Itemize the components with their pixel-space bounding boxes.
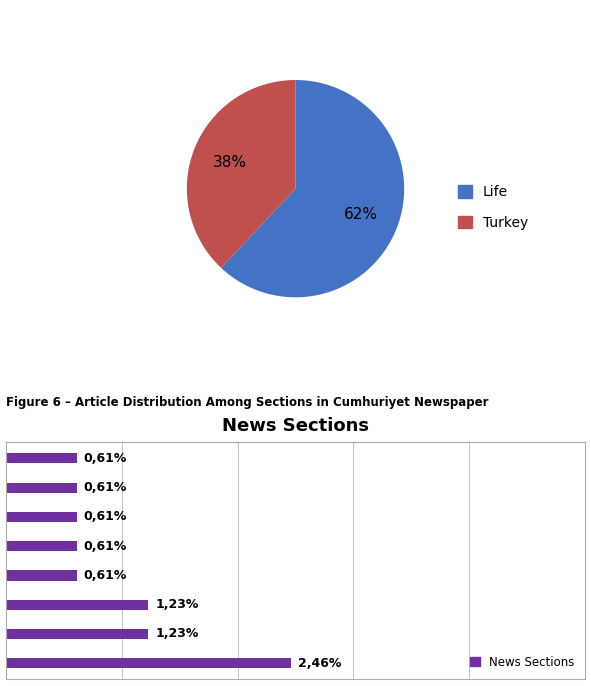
Text: 0,61%: 0,61% xyxy=(83,481,127,494)
Bar xyxy=(6,570,77,580)
Text: 0,61%: 0,61% xyxy=(83,540,127,553)
Bar xyxy=(6,600,148,610)
Text: 0,61%: 0,61% xyxy=(83,452,127,465)
Text: 62%: 62% xyxy=(344,207,378,222)
Bar xyxy=(6,482,77,493)
Text: 1,23%: 1,23% xyxy=(155,628,199,641)
Legend: News Sections: News Sections xyxy=(466,651,579,673)
Title: News Sections: News Sections xyxy=(222,417,369,436)
Text: 1,23%: 1,23% xyxy=(155,598,199,611)
Wedge shape xyxy=(187,80,296,268)
Bar xyxy=(6,453,77,464)
Text: 0,61%: 0,61% xyxy=(83,569,127,582)
Text: 0,61%: 0,61% xyxy=(83,510,127,523)
Bar xyxy=(6,629,148,639)
Text: 38%: 38% xyxy=(213,155,247,170)
Bar xyxy=(6,512,77,522)
Wedge shape xyxy=(221,80,404,297)
Legend: Life, Turkey: Life, Turkey xyxy=(453,180,534,235)
Bar xyxy=(6,541,77,552)
Bar xyxy=(6,658,291,668)
Text: 2,46%: 2,46% xyxy=(298,657,341,670)
Text: Figure 6 – Article Distribution Among Sections in Cumhuriyet Newspaper: Figure 6 – Article Distribution Among Se… xyxy=(6,397,488,409)
